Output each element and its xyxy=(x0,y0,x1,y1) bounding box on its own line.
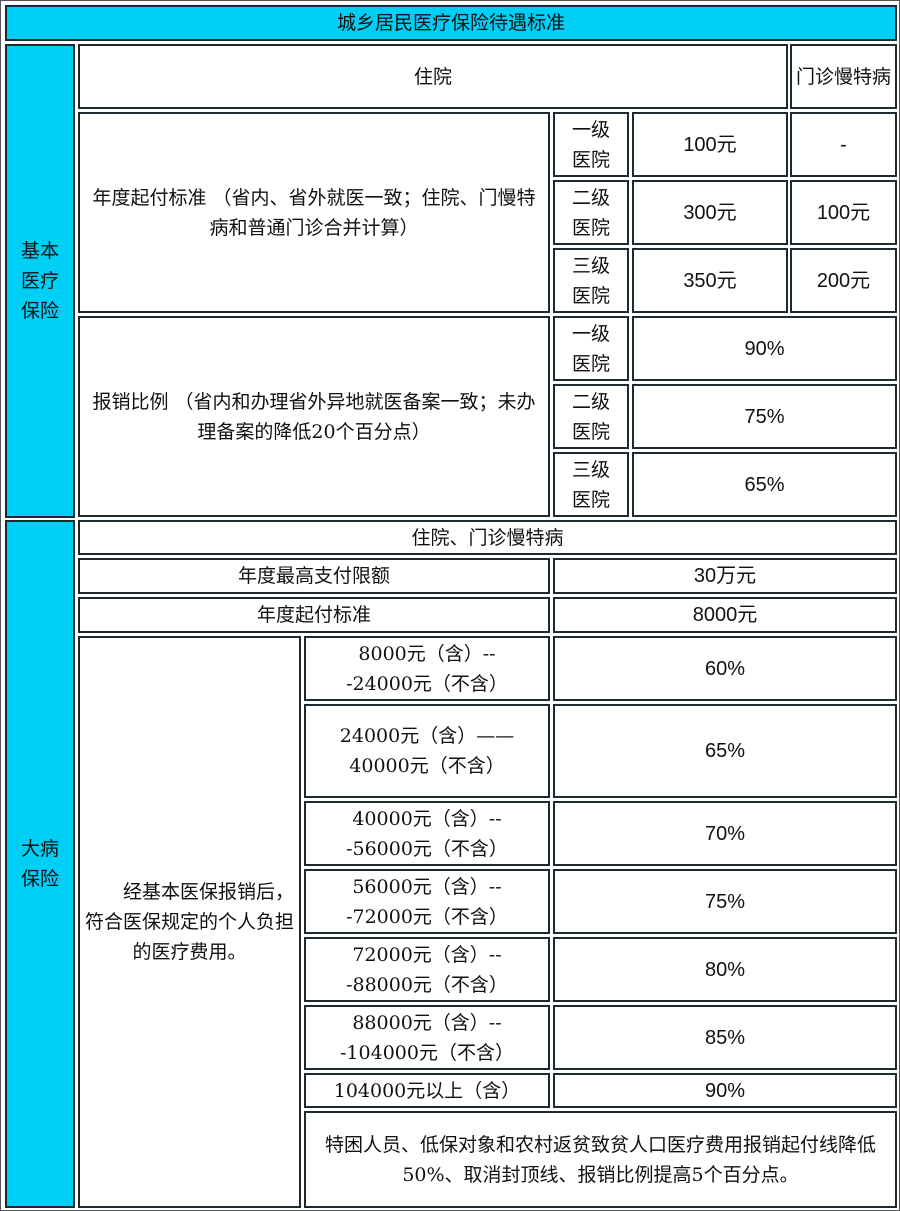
reimbursement-rate: 75% xyxy=(632,384,897,449)
band-range: 40000元（含）---56000元（不含） xyxy=(304,801,550,866)
band-rate: 65% xyxy=(553,704,897,798)
reimbursement-rate: 90% xyxy=(632,316,897,381)
level-label: 二级医院 xyxy=(553,180,629,245)
level-label: 一级医院 xyxy=(553,112,629,177)
serious-illness-label: 大病保险 xyxy=(5,520,75,1208)
band-rate: 90% xyxy=(553,1073,897,1108)
band-rate: 75% xyxy=(553,869,897,934)
band-range: 72000元（含）---88000元（不含） xyxy=(304,937,550,1002)
outpatient-deductible: - xyxy=(790,112,897,177)
level-label: 二级医院 xyxy=(553,384,629,449)
max-payment-label: 年度最高支付限额 xyxy=(78,558,550,594)
scope-header: 住院、门诊慢特病 xyxy=(78,520,897,555)
band-rate: 80% xyxy=(553,937,897,1002)
band-rate: 60% xyxy=(553,636,897,701)
band-range: 88000元（含）---104000元（不含） xyxy=(304,1005,550,1070)
band-range: 8000元（含）---24000元（不含） xyxy=(304,636,550,701)
band-rate: 85% xyxy=(553,1005,897,1070)
serious-deductible-label: 年度起付标准 xyxy=(78,597,550,633)
level-label: 一级医院 xyxy=(553,316,629,381)
level-label: 三级医院 xyxy=(553,452,629,517)
cost-scope-label: 经基本医保报销后，符合医保规定的个人负担的医疗费用。 xyxy=(78,636,301,1208)
special-groups-note: 特困人员、低保对象和农村返贫致贫人口医疗费用报销起付线降低50%、取消封顶线、报… xyxy=(304,1111,897,1208)
inpatient-header: 住院 xyxy=(78,44,788,109)
level-label: 三级医院 xyxy=(553,248,629,313)
inpatient-deductible: 100元 xyxy=(632,112,788,177)
band-rate: 70% xyxy=(553,801,897,866)
inpatient-deductible: 300元 xyxy=(632,180,788,245)
outpatient-deductible: 200元 xyxy=(790,248,897,313)
table-title: 城乡居民医疗保险待遇标准 xyxy=(5,5,897,41)
band-range: 24000元（含）——40000元（不含） xyxy=(304,704,550,798)
outpatient-header: 门诊慢特病 xyxy=(790,44,897,109)
inpatient-deductible: 350元 xyxy=(632,248,788,313)
reimbursement-label: 报销比例 （省内和办理省外异地就医备案一致；未办理备案的降低20个百分点） xyxy=(78,316,550,517)
serious-deductible-value: 8000元 xyxy=(553,597,897,633)
max-payment-value: 30万元 xyxy=(553,558,897,594)
outpatient-deductible: 100元 xyxy=(790,180,897,245)
reimbursement-rate: 65% xyxy=(632,452,897,517)
basic-insurance-label: 基本医疗保险 xyxy=(5,44,75,518)
band-range: 56000元（含）---72000元（不含） xyxy=(304,869,550,934)
deductible-label: 年度起付标准 （省内、省外就医一致；住院、门慢特病和普通门诊合并计算） xyxy=(78,112,550,313)
band-range: 104000元以上（含） xyxy=(304,1073,550,1108)
